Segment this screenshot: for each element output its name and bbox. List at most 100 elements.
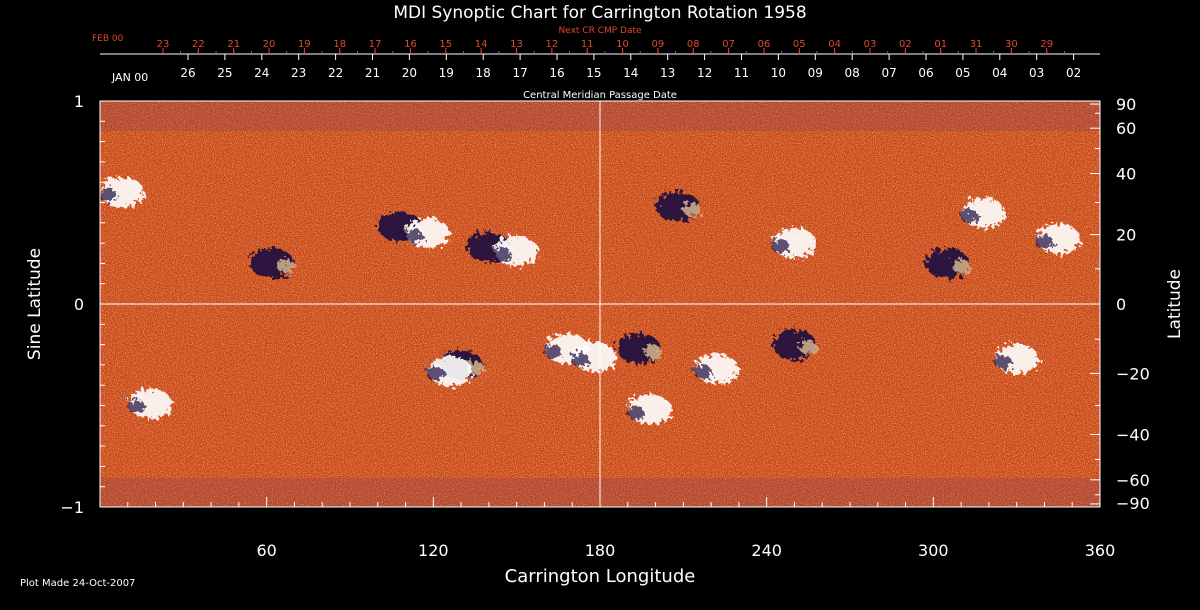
x-tick-label: 180 [585, 541, 616, 560]
cmp-date-label: 13 [660, 66, 675, 80]
next-cr-date-label: 16 [404, 39, 417, 50]
x-tick-label: 60 [256, 541, 276, 560]
cmp-date-label: 25 [217, 66, 232, 80]
next-cr-date-label: 11 [581, 39, 594, 50]
next-cr-date-label: 17 [369, 39, 382, 50]
next-cr-date-label: 12 [545, 39, 558, 50]
region-companion-8 [952, 259, 971, 274]
next-cr-date-label: 19 [298, 39, 311, 50]
next-cr-date-label: 09 [652, 39, 665, 50]
region-companion-7 [771, 239, 790, 254]
y-tick-label-right: 60 [1116, 119, 1136, 138]
y-axis-label-left: Sine Latitude [25, 248, 45, 360]
cmp-date-label: 09 [808, 66, 823, 80]
next-cr-date-label: 13 [510, 39, 523, 50]
next-cr-date-label: 31 [970, 39, 983, 50]
region-companion-6 [682, 202, 701, 217]
next-cr-date-label: 22 [192, 39, 205, 50]
crosshair-lines [100, 101, 1100, 507]
next-cr-date-label: 08 [687, 39, 700, 50]
cmp-date-label: 08 [845, 66, 860, 80]
cmp-date-label: 15 [586, 66, 601, 80]
cmp-date-label: 18 [476, 66, 491, 80]
y-tick-label-left: −1 [60, 498, 84, 517]
cmp-date-label: 26 [180, 66, 195, 80]
active-regions [100, 177, 1081, 425]
cmp-date-label: 16 [549, 66, 564, 80]
next-cr-date-label: 04 [828, 39, 841, 50]
x-tick-label: 300 [918, 541, 949, 560]
region-companion-16 [643, 344, 662, 359]
cmp-date-label: 12 [697, 66, 712, 80]
region-companion-19 [627, 405, 645, 420]
cmp-date-label: 21 [365, 66, 380, 80]
next-cr-date-label: 30 [1005, 39, 1018, 50]
cmp-date-label: Central Meridian Passage Date [523, 90, 677, 101]
next-cr-date-label: 14 [475, 39, 488, 50]
cmp-date-label: 07 [881, 66, 896, 80]
cmp-date-label: 24 [254, 66, 269, 80]
y-tick-label-right: −90 [1116, 494, 1150, 513]
chart-title: MDI Synoptic Chart for Carrington Rotati… [393, 3, 806, 23]
y-tick-label-right: −60 [1116, 471, 1150, 490]
region-companion-5 [493, 247, 512, 262]
cmp-date-label: 11 [734, 66, 749, 80]
region-companion-0 [100, 188, 118, 203]
region-companion-20 [993, 354, 1012, 369]
next-cr-date-label: 20 [263, 39, 276, 50]
region-companion-9 [960, 208, 979, 223]
region-companion-11 [127, 399, 145, 414]
y-tick-label-right: −20 [1116, 364, 1150, 383]
x-axis-label: Carrington Longitude [505, 566, 696, 587]
x-tick-label: 240 [751, 541, 782, 560]
cmp-date-label: 02 [1066, 66, 1081, 80]
next-cr-date-label: 23 [157, 39, 170, 50]
next-cr-start-label: FEB 00 [92, 34, 124, 44]
y-tick-label-right: 0 [1116, 295, 1126, 314]
next-cr-date-label: 01 [934, 39, 947, 50]
region-companion-1 [277, 259, 296, 274]
y-tick-label-right: −40 [1116, 425, 1150, 444]
next-cr-cmp-label: Next CR CMP Date [558, 26, 642, 36]
cmp-date-label: 17 [512, 66, 527, 80]
y-tick-label-left: 1 [74, 92, 84, 111]
cmp-date-label: 03 [1029, 66, 1044, 80]
next-cr-date-label: 02 [899, 39, 912, 50]
region-companion-15 [571, 352, 590, 367]
cmp-date-label: 10 [771, 66, 786, 80]
next-cr-date-label: 21 [227, 39, 240, 50]
cmp-date-label: 06 [918, 66, 933, 80]
y-tick-label-left: 0 [74, 295, 84, 314]
x-tick-label: 120 [418, 541, 449, 560]
cmp-date-label: 05 [955, 66, 970, 80]
axes: 60 120 180 240 300 360 1 0 −1 90 60 40 20 0 −20 −40 −60 −… [60, 92, 1149, 560]
cmp-date-label: 04 [992, 66, 1007, 80]
y-axis-label-right: Latitude [1165, 269, 1185, 339]
top-date-axis: FEB 00 23 22 21 20 19 18 17 16 15 14 13 12 11 10 09 08 07… [92, 34, 1100, 84]
y-tick-label-right: 20 [1116, 226, 1136, 245]
next-cr-date-label: 05 [793, 39, 806, 50]
cmp-date-label: 19 [439, 66, 454, 80]
region-companion-3 [404, 228, 423, 243]
y-tick-label-right: 40 [1116, 165, 1136, 184]
next-cr-date-label: 29 [1040, 39, 1053, 50]
region-companion-13 [427, 366, 445, 381]
y-tick-label-right: 90 [1116, 95, 1136, 114]
next-cr-date-label: 18 [333, 39, 346, 50]
next-cr-date-label: 15 [439, 39, 452, 50]
cmp-date-label: 20 [402, 66, 417, 80]
plot-made-date: Plot Made 24-Oct-2007 [20, 578, 136, 589]
region-companion-10 [1035, 235, 1054, 250]
next-cr-date-label: 03 [864, 39, 877, 50]
next-cr-date-label: 10 [616, 39, 629, 50]
region-companion-17 [693, 364, 712, 379]
next-cr-date-label: 06 [758, 39, 771, 50]
x-tick-label: 360 [1085, 541, 1116, 560]
cmp-date-label: 14 [623, 66, 638, 80]
cmp-start-label: JAN 00 [111, 71, 148, 84]
region-companion-18 [799, 340, 818, 355]
next-cr-date-label: 07 [722, 39, 735, 50]
cmp-date-label: 22 [328, 66, 343, 80]
region-companion-14 [543, 344, 562, 359]
